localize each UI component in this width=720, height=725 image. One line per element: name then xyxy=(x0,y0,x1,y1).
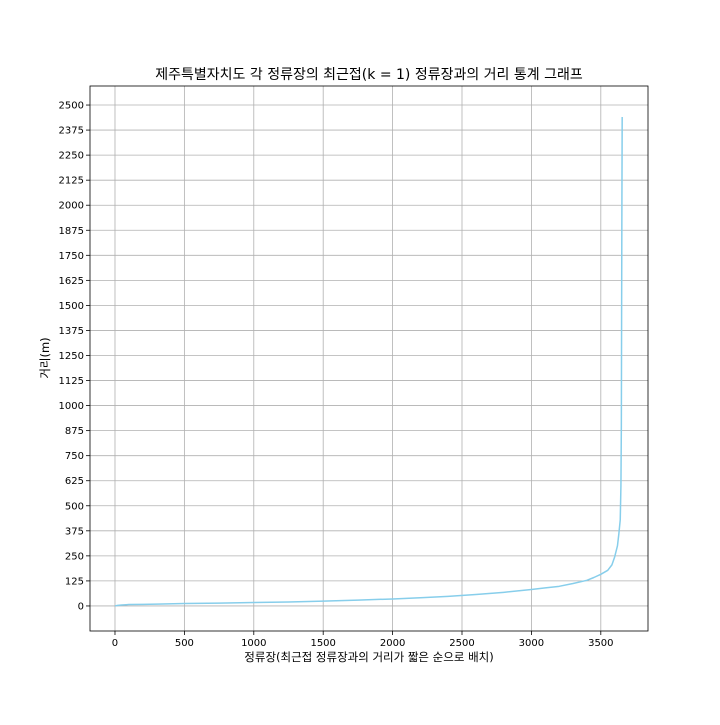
x-tick-label: 2500 xyxy=(449,638,474,649)
x-tick-label: 1000 xyxy=(241,638,266,649)
y-tick-label: 1375 xyxy=(59,326,84,337)
y-tick-label: 625 xyxy=(65,476,84,487)
series-layer xyxy=(114,117,623,607)
y-tick-label: 0 xyxy=(78,601,84,612)
y-axis-label: 거리(m) xyxy=(38,337,52,378)
x-tick-label: 500 xyxy=(175,638,194,649)
y-tick-label: 750 xyxy=(65,451,84,462)
y-tick-label: 1250 xyxy=(59,351,84,362)
y-tick-label: 1500 xyxy=(59,301,84,312)
x-tick-label: 0 xyxy=(112,638,118,649)
x-tick-label: 3500 xyxy=(588,638,613,649)
y-tick-label: 2375 xyxy=(59,126,84,137)
x-tick-label: 2000 xyxy=(380,638,405,649)
y-tick-label: 1000 xyxy=(59,401,84,412)
x-axis-ticks: 0 500 1000 1500 2000 2500 3000 3500 xyxy=(112,631,614,649)
grid-lines xyxy=(90,86,648,631)
y-tick-label: 2125 xyxy=(59,176,84,187)
y-tick-label: 1750 xyxy=(59,251,84,262)
y-tick-label: 125 xyxy=(65,576,84,587)
x-tick-label: 3000 xyxy=(519,638,544,649)
y-tick-label: 875 xyxy=(65,426,84,437)
y-tick-label: 250 xyxy=(65,551,84,562)
y-tick-label: 500 xyxy=(65,501,84,512)
plot-area-frame xyxy=(89,85,649,632)
x-tick-label: 1500 xyxy=(310,638,335,649)
x-axis-label: 정류장(최근접 정류장과의 거리가 짧은 순으로 배치) xyxy=(244,650,493,664)
y-tick-label: 1125 xyxy=(59,376,84,387)
y-tick-label: 375 xyxy=(65,526,84,537)
y-tick-label: 1625 xyxy=(59,276,84,287)
y-tick-label: 2500 xyxy=(59,101,84,112)
series-line xyxy=(114,117,623,607)
y-tick-label: 2000 xyxy=(59,201,84,212)
chart-title: 제주특별자치도 각 정류장의 최근접(k = 1) 정류장과의 거리 통계 그래… xyxy=(155,67,583,83)
y-tick-label: 1875 xyxy=(59,226,84,237)
y-tick-label: 2250 xyxy=(59,151,84,162)
y-axis-ticks: 0 125 250 375 500 625 750 875 1000 1125 1250 1375 15… xyxy=(59,101,90,612)
